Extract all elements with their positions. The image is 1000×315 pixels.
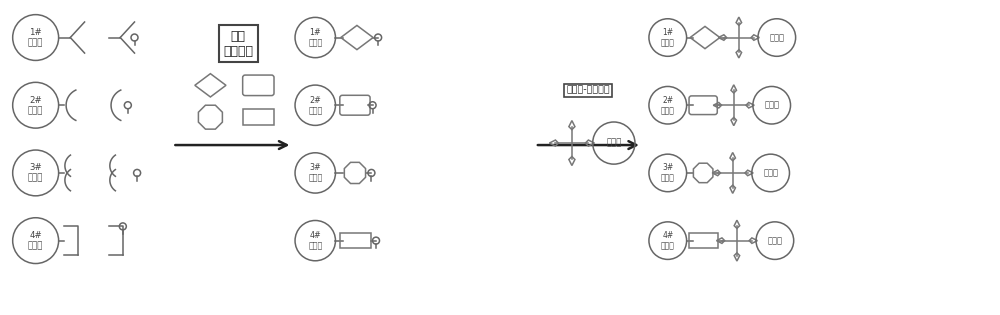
Text: 供体球: 供体球 (763, 169, 778, 177)
Text: 供体球: 供体球 (764, 101, 779, 110)
Text: 1#
受体球: 1# 受体球 (28, 28, 43, 47)
Text: 供体球: 供体球 (767, 236, 782, 245)
Text: 4#
受体球: 4# 受体球 (28, 231, 43, 250)
Text: 3#
受体球: 3# 受体球 (661, 163, 675, 183)
Text: 亲和素-供体微球: 亲和素-供体微球 (566, 86, 610, 95)
Text: 2#
受体球: 2# 受体球 (661, 95, 675, 115)
Bar (243, 109, 274, 125)
Text: 供体球: 供体球 (769, 33, 784, 42)
Text: 3#
受体球: 3# 受体球 (308, 163, 322, 183)
Text: 四种
待测物质: 四种 待测物质 (223, 30, 253, 58)
Text: 2#
受体球: 2# 受体球 (308, 95, 322, 115)
Text: 4#
受体球: 4# 受体球 (308, 231, 322, 250)
Text: 1#
受体球: 1# 受体球 (661, 28, 675, 47)
Bar (340, 233, 371, 249)
Text: 3#
受体球: 3# 受体球 (28, 163, 43, 183)
Bar (689, 233, 718, 248)
Text: 2#
受体球: 2# 受体球 (28, 95, 43, 115)
Text: 4#
受体球: 4# 受体球 (661, 231, 675, 250)
Text: 1#
受体球: 1# 受体球 (308, 28, 322, 47)
Text: 供体球: 供体球 (606, 139, 622, 147)
